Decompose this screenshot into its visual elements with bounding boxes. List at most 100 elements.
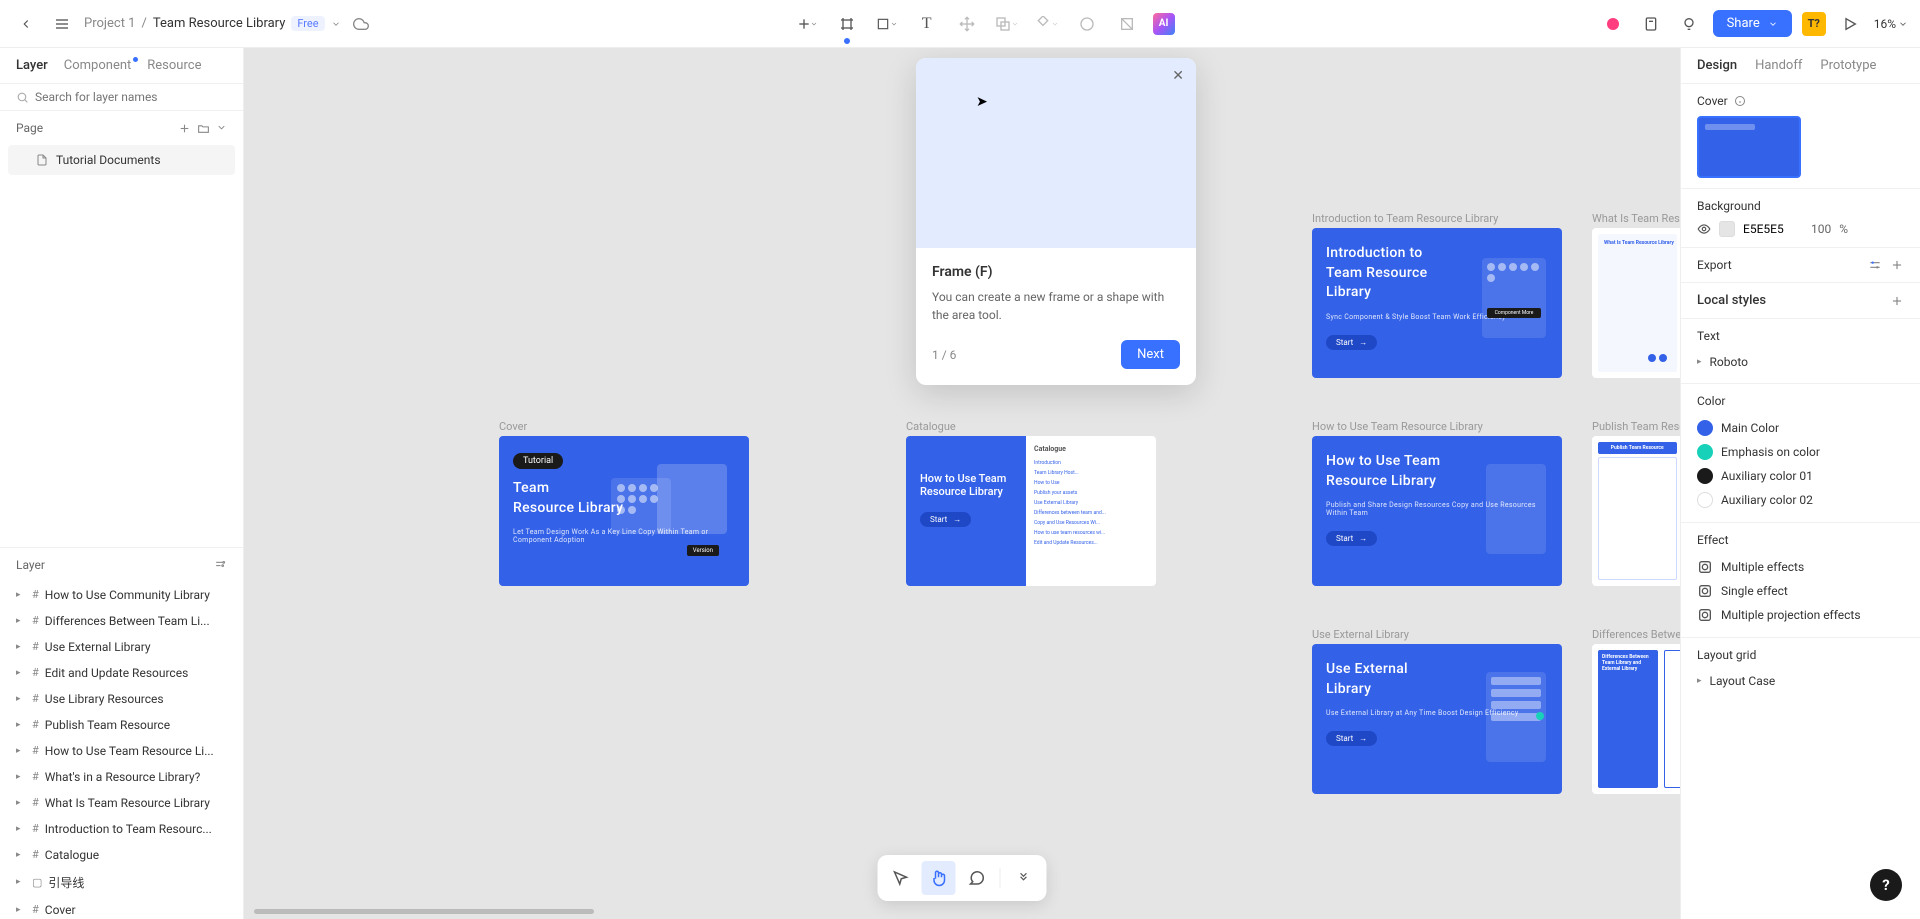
more-tools-icon[interactable]: [1007, 861, 1041, 895]
export-settings-icon[interactable]: [1868, 258, 1882, 272]
layer-item-label: How to Use Community Library: [45, 588, 210, 602]
layer-search-input[interactable]: [35, 90, 227, 104]
ai-badge[interactable]: AI: [1153, 13, 1175, 35]
cloud-sync-icon[interactable]: [353, 16, 369, 32]
bg-unit: %: [1839, 222, 1848, 236]
connectors: [244, 48, 544, 198]
play-icon[interactable]: [1836, 10, 1864, 38]
zoom-control[interactable]: 16%: [1874, 17, 1908, 31]
canvas-frame-diff[interactable]: Differences Between Team Library and Ext…: [1592, 644, 1680, 794]
layout-case-row[interactable]: ▸Layout Case: [1697, 670, 1904, 692]
catalogue-title-2: Resource Library: [920, 485, 1012, 498]
notes-icon[interactable]: [1637, 10, 1665, 38]
layer-item[interactable]: ▸#Catalogue: [0, 842, 243, 868]
share-button[interactable]: Share: [1713, 10, 1792, 37]
layer-item[interactable]: ▸#How to Use Community Library: [0, 582, 243, 608]
frame-label-diff: Differences Between Team Library and Ext…: [1592, 628, 1680, 641]
tab-prototype[interactable]: Prototype: [1820, 58, 1876, 73]
layer-item[interactable]: ▸#Publish Team Resource: [0, 712, 243, 738]
canvas[interactable]: Cover Tutorial Team Resource Library Let…: [244, 48, 1680, 919]
back-icon[interactable]: [12, 10, 40, 38]
layer-item[interactable]: ▸#What Is Team Resource Library: [0, 790, 243, 816]
add-page-icon[interactable]: [178, 122, 191, 135]
bg-hex-input[interactable]: [1743, 222, 1803, 236]
cover-thumbnail[interactable]: [1697, 116, 1801, 178]
horizontal-scrollbar[interactable]: [244, 909, 1680, 917]
chevron-down-icon[interactable]: [331, 19, 341, 29]
frame-tool-icon[interactable]: [833, 10, 861, 38]
effect-style-row[interactable]: Single effect: [1697, 579, 1904, 603]
close-icon[interactable]: ✕: [1172, 68, 1184, 84]
effect-style-row[interactable]: Multiple effects: [1697, 555, 1904, 579]
layer-item[interactable]: ▸#Use External Library: [0, 634, 243, 660]
layer-item[interactable]: ▸#How to Use Team Resource Li...: [0, 738, 243, 764]
effect-style-row[interactable]: Multiple projection effects: [1697, 603, 1904, 627]
breadcrumb-parent[interactable]: Project 1: [84, 16, 136, 31]
layout-grid-label: Layout grid: [1697, 648, 1904, 662]
layer-item[interactable]: ▸#Use Library Resources: [0, 686, 243, 712]
crop-tool-icon[interactable]: [1113, 10, 1141, 38]
color-name: Auxiliary color 02: [1721, 493, 1813, 507]
export-label: Export: [1697, 258, 1732, 272]
boolean-tool-icon[interactable]: [993, 10, 1021, 38]
layer-item[interactable]: ▸#Edit and Update Resources: [0, 660, 243, 686]
layer-item[interactable]: ▸#Introduction to Team Resourc...: [0, 816, 243, 842]
mask-tool-icon[interactable]: [1073, 10, 1101, 38]
canvas-frame-catalogue[interactable]: How to Use Team Resource Library Start→ …: [906, 436, 1156, 586]
catalogue-heading: Catalogue: [1034, 444, 1148, 455]
move-tool-icon[interactable]: [953, 10, 981, 38]
effect-label: Effect: [1697, 533, 1904, 547]
tab-design[interactable]: Design: [1697, 58, 1737, 73]
pixso-icon[interactable]: [1599, 10, 1627, 38]
page-item[interactable]: Tutorial Documents: [8, 145, 235, 175]
intro-title: Introduction to Team Resource Library: [1326, 244, 1456, 303]
hand-tool-icon[interactable]: [922, 861, 956, 895]
breadcrumb-current[interactable]: Team Resource Library: [153, 16, 285, 31]
help-fab[interactable]: ?: [1870, 869, 1902, 901]
chevron-down-icon[interactable]: [216, 122, 227, 133]
font-row[interactable]: ▸Roboto: [1697, 351, 1904, 373]
component-tool-icon[interactable]: [1033, 10, 1061, 38]
canvas-frame-external[interactable]: Use External Library Use External Librar…: [1312, 644, 1562, 794]
color-style-row[interactable]: Emphasis on color: [1697, 440, 1904, 464]
canvas-frame-intro[interactable]: Introduction to Team Resource Library Sy…: [1312, 228, 1562, 378]
avatar[interactable]: T?: [1802, 12, 1826, 36]
tab-handoff[interactable]: Handoff: [1755, 58, 1802, 73]
tab-layer[interactable]: Layer: [16, 58, 48, 73]
color-name: Emphasis on color: [1721, 445, 1820, 459]
layer-item[interactable]: ▸#Differences Between Team Li...: [0, 608, 243, 634]
add-style-icon[interactable]: [1890, 294, 1904, 308]
layer-item[interactable]: ▸▢引导线: [0, 868, 243, 897]
shape-tool-icon[interactable]: [873, 10, 901, 38]
tab-component[interactable]: Component: [64, 58, 132, 73]
comment-tool-icon[interactable]: [960, 861, 994, 895]
font-name: Roboto: [1710, 355, 1748, 369]
tab-resource[interactable]: Resource: [147, 58, 201, 73]
add-export-icon[interactable]: [1890, 258, 1904, 272]
text-tool-icon[interactable]: T: [913, 10, 941, 38]
layer-item-label: What Is Team Resource Library: [45, 796, 210, 810]
layer-item[interactable]: ▸#Cover: [0, 897, 243, 919]
folder-icon[interactable]: [197, 122, 210, 135]
pointer-tool-icon[interactable]: [884, 861, 918, 895]
add-icon[interactable]: [793, 10, 821, 38]
layer-item[interactable]: ▸#What's in a Resource Library?: [0, 764, 243, 790]
canvas-frame-howuse[interactable]: How to Use Team Resource Library Publish…: [1312, 436, 1562, 586]
sort-icon[interactable]: [214, 558, 227, 571]
eye-icon[interactable]: [1697, 222, 1711, 236]
canvas-frame-cover[interactable]: Tutorial Team Resource Library Let Team …: [499, 436, 749, 586]
bg-color-swatch[interactable]: [1719, 221, 1735, 237]
start-pill: Start→: [920, 512, 971, 527]
info-icon[interactable]: [1734, 95, 1746, 107]
canvas-frame-publish[interactable]: Publish Team Resource Create Component C…: [1592, 436, 1680, 586]
color-style-row[interactable]: Auxiliary color 02: [1697, 488, 1904, 512]
bg-opacity[interactable]: 100: [1811, 222, 1831, 236]
layer-item-label: Differences Between Team Li...: [45, 614, 210, 628]
effect-name: Multiple effects: [1721, 560, 1804, 574]
color-style-row[interactable]: Auxiliary color 01: [1697, 464, 1904, 488]
color-style-row[interactable]: Main Color: [1697, 416, 1904, 440]
menu-icon[interactable]: [48, 10, 76, 38]
lightbulb-icon[interactable]: [1675, 10, 1703, 38]
next-button[interactable]: Next: [1121, 340, 1180, 369]
canvas-frame-whatis[interactable]: What Is Team Resource Library: [1592, 228, 1680, 378]
